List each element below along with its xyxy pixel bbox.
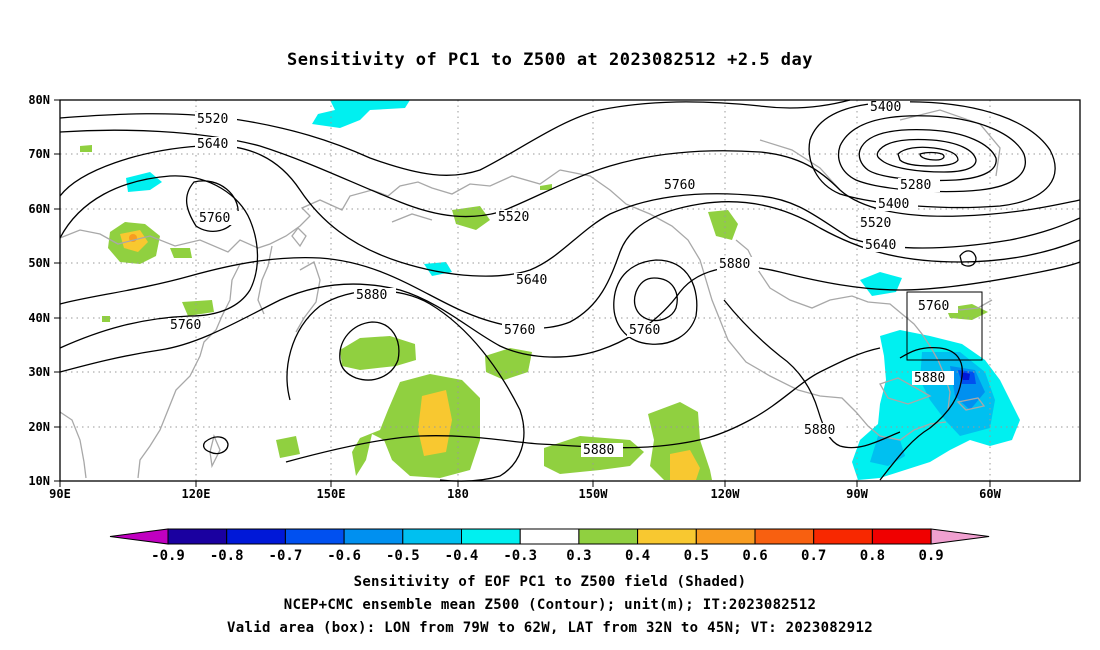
colorbar-box xyxy=(343,528,404,545)
caption-valid-area: Valid area (box): LON from 79W to 62W, L… xyxy=(227,620,873,636)
contour-label: 5640 xyxy=(197,137,228,152)
contour-label: 5880 xyxy=(914,371,945,386)
contour-label: 5520 xyxy=(860,216,891,231)
contour-label: 5880 xyxy=(356,288,387,303)
colorbar-label: 0.7 xyxy=(801,548,826,564)
lat-label: 70N xyxy=(28,147,50,161)
contour-label: 5400 xyxy=(870,100,901,115)
colorbar-label: 0.5 xyxy=(684,548,709,564)
colorbar-box xyxy=(871,528,932,545)
longitude-labels: 90E 120E 150E 180 150W 120W 90W 60W xyxy=(49,481,1002,501)
lat-label: 50N xyxy=(28,256,50,270)
contour-label: 5760 xyxy=(918,299,949,314)
contour-label: 5760 xyxy=(170,318,201,333)
lat-label: 40N xyxy=(28,311,50,325)
contour-label: 5520 xyxy=(498,210,529,225)
contour-label: 5760 xyxy=(504,323,535,338)
lat-label: 30N xyxy=(28,365,50,379)
coastlines xyxy=(59,109,1001,479)
colorbar-box xyxy=(578,528,639,545)
colorbar-label: -0.5 xyxy=(386,548,420,564)
colorbar-label: 0.4 xyxy=(625,548,650,564)
lon-label: 90E xyxy=(49,487,71,501)
map-title: Sensitivity of PC1 to Z500 at 2023082512… xyxy=(286,50,813,70)
colorbar-box xyxy=(637,528,697,545)
sensitivity-shading xyxy=(80,100,1020,480)
contour-label: 5880 xyxy=(804,423,835,438)
colorbar-label: -0.6 xyxy=(327,548,361,564)
contour-label: 5640 xyxy=(516,273,547,288)
contour-label: 5880 xyxy=(583,443,614,458)
colorbar-label: -0.3 xyxy=(503,548,537,564)
colorbar-arrow-low xyxy=(109,528,169,545)
contour-labels: 5400 5520 5640 5280 5400 5520 5760 5640 … xyxy=(168,100,958,458)
colorbar-label: -0.9 xyxy=(151,548,185,564)
lon-label: 120E xyxy=(182,487,211,501)
caption-contour: NCEP+CMC ensemble mean Z500 (Contour); u… xyxy=(283,597,817,613)
z500-contours xyxy=(59,99,1081,482)
colorbar-label: 0.6 xyxy=(742,548,767,564)
lon-label: 120W xyxy=(711,487,741,501)
colorbar-arrow-high xyxy=(930,528,990,545)
contour-label: 5640 xyxy=(865,238,896,253)
lat-label: 80N xyxy=(28,93,50,107)
contour-label: 5400 xyxy=(878,197,909,212)
colorbar-label: -0.8 xyxy=(210,548,244,564)
lat-label: 60N xyxy=(28,202,50,216)
colorbar-label: -0.7 xyxy=(269,548,303,564)
colorbar-box xyxy=(813,528,873,545)
contour-label: 5280 xyxy=(900,178,931,193)
lat-label: 10N xyxy=(28,474,50,488)
map-frame xyxy=(59,99,1081,482)
contour-label: 5520 xyxy=(197,112,228,127)
colorbar-box xyxy=(519,528,580,545)
colorbar-box xyxy=(754,528,815,545)
lon-label: 180 xyxy=(447,487,469,501)
colorbar-box xyxy=(226,528,286,545)
colorbar-box xyxy=(695,528,756,545)
colorbar: -0.9 -0.8 -0.7 -0.6 -0.5 -0.4 -0.3 0.3 0.4 0.5 0.6… xyxy=(109,528,990,564)
colorbar-label: 0.9 xyxy=(918,548,943,564)
lon-label: 150W xyxy=(579,487,609,501)
contour-label: 5760 xyxy=(199,211,230,226)
colorbar-box xyxy=(167,528,228,545)
colorbar-label: 0.3 xyxy=(566,548,591,564)
contour-label: 5880 xyxy=(719,257,750,272)
contour-label: 5760 xyxy=(629,323,660,338)
colorbar-box xyxy=(402,528,462,545)
caption-shading: Sensitivity of EOF PC1 to Z500 field (Sh… xyxy=(353,574,747,590)
contour-label: 5760 xyxy=(664,178,695,193)
colorbar-box xyxy=(461,528,521,545)
colorbar-label: -0.4 xyxy=(445,548,479,564)
valid-area-box xyxy=(906,291,983,361)
lon-label: 60W xyxy=(979,487,1001,501)
lon-label: 150E xyxy=(317,487,346,501)
latitude-labels: 80N 70N 60N 50N 40N 30N 20N 10N xyxy=(28,93,60,488)
lon-label: 90W xyxy=(846,487,868,501)
colorbar-box xyxy=(284,528,345,545)
colorbar-label: 0.8 xyxy=(860,548,885,564)
lat-label: 20N xyxy=(28,420,50,434)
